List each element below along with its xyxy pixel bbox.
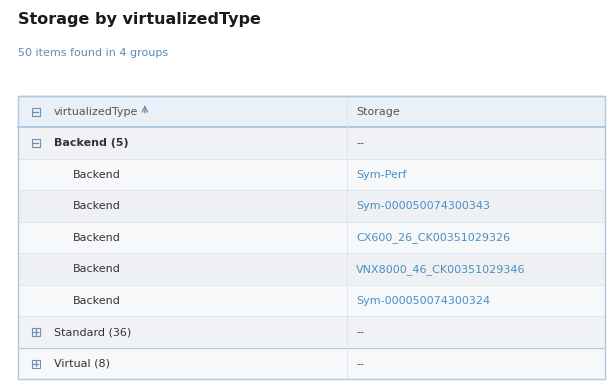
Text: Sym-000050074300343: Sym-000050074300343: [356, 201, 490, 211]
Text: Sym-000050074300324: Sym-000050074300324: [356, 296, 490, 306]
Text: Backend (5): Backend (5): [54, 138, 129, 148]
FancyBboxPatch shape: [18, 348, 605, 379]
FancyBboxPatch shape: [18, 285, 605, 316]
FancyBboxPatch shape: [18, 190, 605, 222]
Text: Storage: Storage: [356, 107, 400, 117]
Text: 50 items found in 4 groups: 50 items found in 4 groups: [18, 48, 169, 58]
Text: Backend: Backend: [72, 170, 120, 180]
FancyBboxPatch shape: [18, 127, 605, 159]
Text: Virtual (8): Virtual (8): [54, 359, 110, 369]
FancyBboxPatch shape: [18, 159, 605, 190]
Text: --: --: [356, 138, 364, 148]
Text: CX600_26_CK00351029326: CX600_26_CK00351029326: [356, 232, 510, 243]
Text: Backend: Backend: [72, 296, 120, 306]
Text: Storage by virtualizedType: Storage by virtualizedType: [18, 12, 262, 26]
Text: Standard (36): Standard (36): [54, 327, 131, 337]
Text: --: --: [356, 359, 364, 369]
FancyBboxPatch shape: [18, 253, 605, 285]
Text: --: --: [356, 327, 364, 337]
Text: Sym-Perf: Sym-Perf: [356, 170, 406, 180]
Text: virtualizedType: virtualizedType: [54, 107, 138, 117]
Text: Backend: Backend: [72, 201, 120, 211]
Text: VNX8000_46_CK00351029346: VNX8000_46_CK00351029346: [356, 264, 526, 275]
Text: Backend: Backend: [72, 264, 120, 274]
Text: Backend: Backend: [72, 233, 120, 243]
FancyBboxPatch shape: [18, 316, 605, 348]
FancyBboxPatch shape: [18, 222, 605, 253]
FancyBboxPatch shape: [18, 96, 605, 127]
